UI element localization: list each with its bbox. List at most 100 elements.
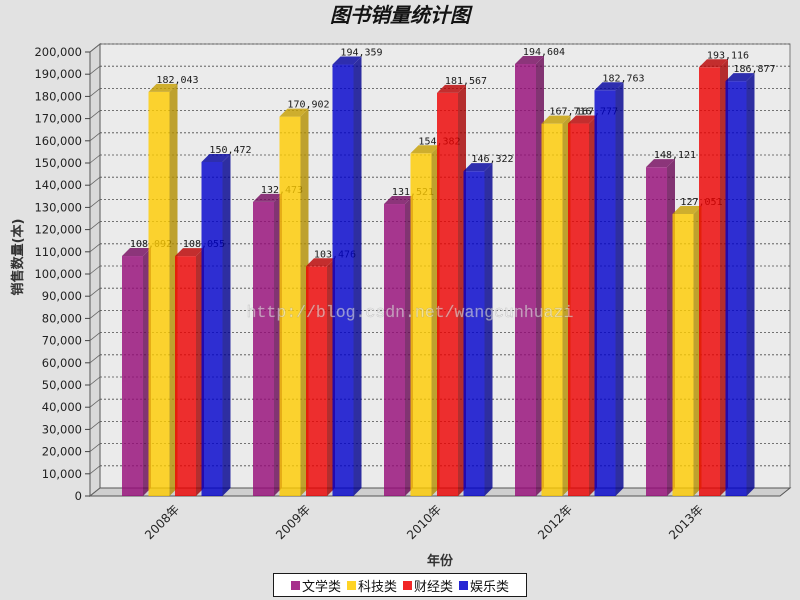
bar-front-face: [463, 171, 485, 496]
y-tick-label: 190,000: [34, 67, 82, 81]
bar-2013-literature: [646, 159, 675, 496]
data-label-2008-entertainment: 150,472: [209, 145, 251, 156]
legend-label: 文学类: [301, 579, 341, 595]
wall-gridline: [89, 243, 101, 253]
bar-front-face: [568, 123, 589, 496]
bar-top-face: [410, 145, 440, 154]
data-label-2009-technology: 170,902: [287, 100, 329, 111]
y-tick-label: 100,000: [34, 267, 82, 281]
wall-gridline: [89, 176, 101, 186]
y-tick-label: 160,000: [34, 134, 82, 148]
legend-swatch: [346, 580, 356, 590]
x-tick-label-2010: 2010年: [404, 502, 444, 542]
data-label-2013-entertainment: 186,877: [733, 64, 775, 75]
y-tick-label: 200,000: [34, 45, 82, 59]
bar-2009-entertainment: [332, 56, 362, 497]
bar-top-face: [437, 84, 466, 93]
bar-top-face: [515, 55, 544, 64]
data-label-2009-entertainment: 194,359: [340, 48, 382, 59]
wall-gridline: [89, 332, 101, 341]
y-tick-label: 120,000: [34, 223, 82, 237]
wall-gridline: [89, 265, 101, 275]
chart-title: 图书销量统计图: [330, 3, 473, 27]
bar-2008-entertainment: [201, 153, 231, 497]
bar-2013-entertainment: [725, 73, 755, 496]
wall-gridline: [89, 110, 101, 119]
y-tick-label: 90,000: [42, 289, 82, 303]
bar-top-face: [122, 248, 151, 257]
bar-front-face: [175, 256, 196, 496]
bar-top-face: [148, 83, 178, 92]
bar-top-face: [646, 159, 675, 168]
bar-front-face: [672, 213, 694, 496]
bar-top-face: [306, 258, 335, 267]
bars: 108,092182,043108,055150,472132,473170,9…: [122, 47, 776, 497]
bar-2008-technology: [148, 83, 178, 497]
data-label-2010-entertainment: 146,322: [471, 154, 513, 165]
bar-2008-literature: [122, 248, 151, 496]
bar-top-face: [201, 153, 231, 162]
y-tick-label: 150,000: [34, 156, 82, 170]
bar-top-face: [568, 115, 597, 124]
y-tick-label: 140,000: [34, 178, 82, 192]
bar-2010-finance: [437, 84, 466, 496]
y-axis: 0 10,000 20,000 30,000 40,000 50,000 60,000 70,…: [34, 45, 90, 503]
legend-swatch: [459, 580, 469, 590]
y-axis-label: 销售数量(本): [10, 219, 26, 296]
bar-2013-technology: [672, 205, 702, 496]
legend-label: 科技类: [357, 579, 397, 595]
bar-top-face: [594, 82, 624, 91]
bar-front-face: [515, 63, 536, 496]
x-tick-label-2009: 2009年: [273, 502, 313, 542]
bar-front-face: [332, 64, 354, 497]
wall-gridline: [89, 487, 101, 497]
bar-front-face: [201, 161, 223, 497]
bar-front-face: [594, 90, 616, 496]
bar-top-face: [384, 196, 413, 205]
y-tick-label: 130,000: [34, 200, 82, 214]
y-tick-label: 170,000: [34, 112, 82, 126]
bar-front-face: [253, 201, 274, 496]
wall-gridline: [89, 221, 101, 230]
wall-gridline: [89, 421, 101, 430]
x-tick-label-2012: 2012年: [535, 502, 575, 542]
wall-gridline: [89, 199, 101, 208]
x-axis-label: 年份: [427, 553, 454, 569]
watermark: http://blog.csdn.net/wangcunhuazi: [247, 303, 574, 322]
bar-top-face: [541, 115, 571, 124]
legend-item-entertainment: 娱乐类: [459, 576, 509, 595]
bar-side-face: [222, 153, 231, 497]
bar-top-face: [463, 163, 493, 172]
bar-top-face: [699, 59, 728, 68]
data-label-2012-entertainment: 182,763: [602, 73, 644, 84]
y-tick-label: 110,000: [34, 245, 82, 259]
y-tick-label: 180,000: [34, 89, 82, 103]
bar-top-face: [672, 205, 702, 214]
bar-front-face: [725, 81, 747, 496]
legend-swatch: [290, 580, 300, 590]
legend: 文学类 科技类 财经类 娱乐类: [273, 573, 527, 597]
bar-front-face: [541, 123, 563, 497]
data-label-2013-finance: 193,116: [707, 50, 749, 61]
bar-front-face: [699, 67, 720, 497]
data-label-2012-technology: 167,716: [549, 107, 591, 118]
x-axis: 2008年 2009年 2010年 2012年 2013年: [142, 502, 706, 542]
wall-gridline: [89, 65, 101, 75]
bar-top-face: [175, 248, 204, 257]
bar-2010-literature: [384, 196, 413, 496]
wall-gridline: [89, 465, 101, 475]
bar-2009-finance: [306, 258, 335, 496]
bar-top-face: [253, 193, 282, 202]
wall-gridline: [89, 88, 101, 97]
legend-swatch: [403, 580, 412, 590]
bar-front-face: [148, 91, 170, 497]
bar-front-face: [384, 204, 405, 496]
y-tick-label: 20,000: [42, 445, 82, 459]
y-tick-label: 30,000: [42, 422, 82, 436]
data-label-2010-finance: 181,567: [445, 76, 487, 87]
wall-gridline: [89, 287, 101, 297]
wall-gridline: [89, 310, 101, 319]
bar-side-face: [484, 163, 493, 496]
